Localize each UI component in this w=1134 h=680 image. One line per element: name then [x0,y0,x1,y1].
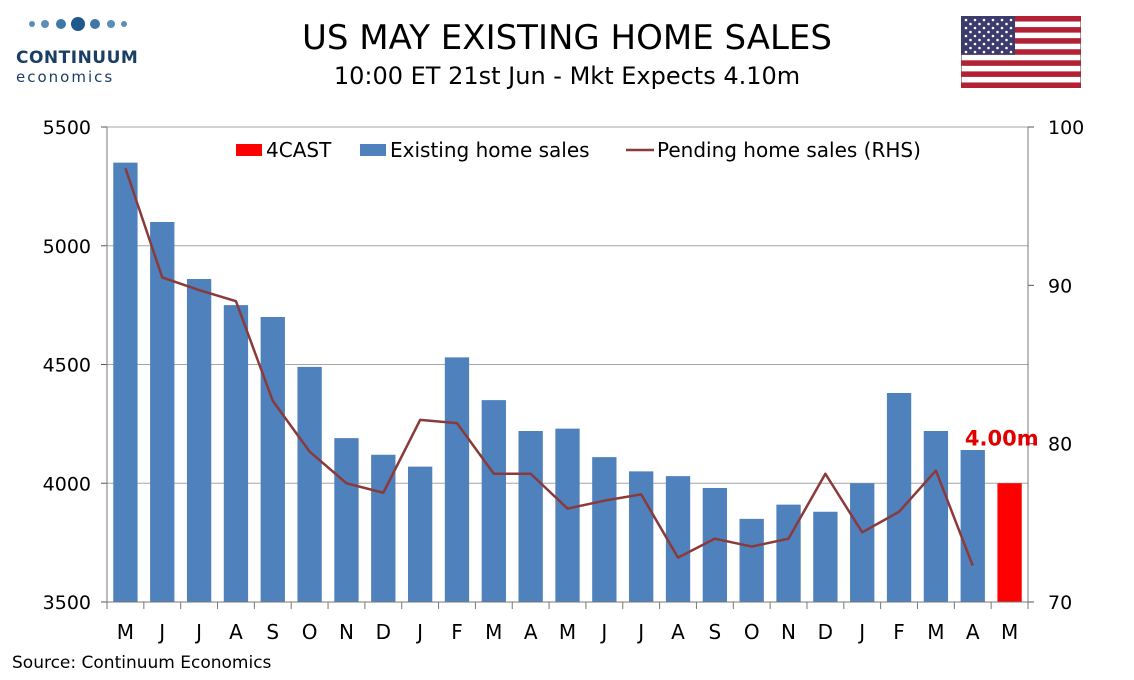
bar-existing-home-sales [444,357,470,602]
bar-existing-home-sales [923,431,949,602]
legend-swatch-4cast [236,144,262,156]
x-tick-label: J [857,620,865,644]
bar-existing-home-sales [186,279,212,602]
left-tick-label: 3500 [43,592,91,614]
x-tick-label: M [1001,620,1018,644]
x-tick-label: A [229,620,243,644]
left-tick-label: 4000 [43,473,91,495]
bar-existing-home-sales [850,483,875,602]
x-tick-label: J [599,620,607,644]
bar-existing-home-sales [407,466,433,602]
forecast-label: 4.00m [965,426,1039,450]
bar-existing-home-sales [223,305,249,602]
line-pending-home-sales [124,167,974,567]
bar-existing-home-sales [592,457,617,602]
x-tick-label: O [302,620,318,644]
bar-existing-home-sales [813,511,838,602]
bar-existing-home-sales [629,471,654,602]
bar-existing-home-sales [886,393,912,602]
legend-swatch-existing [360,144,386,156]
bars [113,162,1022,602]
chart-subtitle: 10:00 ET 21st Jun - Mkt Expects 4.10m [333,62,801,90]
source-note: Source: Continuum Economics [12,653,272,673]
x-tick-label: A [966,620,980,644]
x-tick-label: J [415,620,423,644]
annotations: 4.00m [965,426,1039,450]
bar-existing-home-sales [518,431,543,602]
x-tick-label: F [451,620,463,644]
right-tick-label: 80 [1048,434,1072,456]
logo-name: CONTINUUM [16,48,139,68]
bar-existing-home-sales [702,488,728,602]
bar-existing-home-sales [555,428,580,602]
x-tick-label: N [339,620,354,644]
x-tick-label: M [117,620,134,644]
x-tick-label: M [559,620,576,644]
bar-existing-home-sales [739,518,764,602]
x-tick-label: A [671,620,685,644]
x-tick-label: J [636,620,644,644]
x-tick-label: A [524,620,538,644]
bar-existing-home-sales [665,476,691,602]
right-tick-label: 90 [1048,275,1072,297]
legend-label-pending: Pending home sales (RHS) [657,138,921,162]
company-logo: CONTINUUM economics [12,12,142,86]
bar-existing-home-sales [260,317,285,602]
x-tick-label: S [709,620,722,644]
bar-existing-home-sales [481,400,506,602]
x-tick-label: J [157,620,165,644]
bar-existing-home-sales [297,366,322,602]
legend-label-4cast: 4CAST [266,138,332,162]
x-tick-label: N [781,620,796,644]
x-tick-label: D [818,620,833,644]
bar-4cast [997,483,1022,602]
bar-existing-home-sales [113,162,138,602]
chart-title: US MAY EXISTING HOME SALES [301,18,832,58]
left-tick-label: 5500 [43,117,91,139]
x-tick-label: O [744,620,760,644]
legend-label-existing: Existing home sales [390,138,590,162]
bar-existing-home-sales [776,504,801,602]
left-tick-label: 4500 [43,355,91,377]
bar-existing-home-sales [150,222,175,602]
x-tick-label: J [194,620,202,644]
bar-existing-home-sales [334,438,359,602]
x-tick-label: F [893,620,905,644]
x-tick-label: S [266,620,279,644]
x-tick-label: M [927,620,944,644]
x-tick-label: M [485,620,502,644]
right-tick-label: 70 [1048,592,1072,614]
left-tick-label: 5000 [43,236,91,258]
bar-existing-home-sales [960,450,985,602]
legend: 4CAST Existing home sales Pending home sal… [236,138,921,162]
us-flag-icon [961,16,1081,88]
logo-subtitle: economics [16,68,115,86]
x-tick-label: D [376,620,391,644]
pending-line [124,167,974,567]
logo-dots-icon [29,17,127,31]
right-tick-label: 100 [1048,117,1084,139]
